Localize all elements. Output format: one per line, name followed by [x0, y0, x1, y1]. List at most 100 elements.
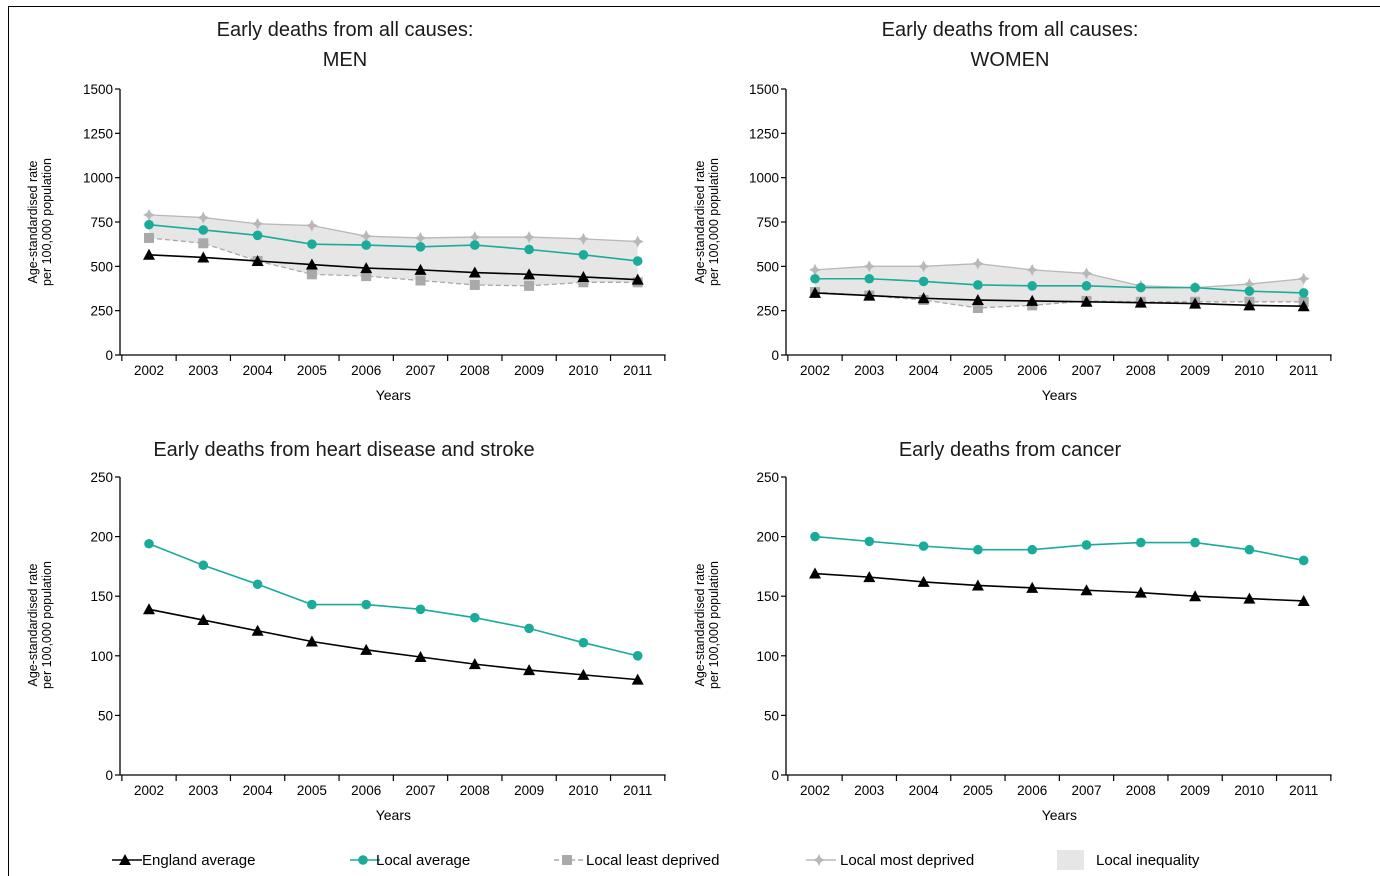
- legend-label: Local most deprived: [840, 852, 974, 869]
- data-point: [1134, 586, 1147, 598]
- y-tick-label: 1500: [83, 82, 113, 97]
- x-axis-label: Years: [376, 807, 411, 823]
- series-line-least: [814, 291, 1304, 309]
- y-tick-label: 250: [756, 470, 779, 485]
- data-point: [631, 235, 644, 248]
- y-tick-label: 1000: [749, 171, 779, 186]
- data-point: [197, 211, 210, 224]
- data-point: [578, 250, 589, 260]
- data-point: [1080, 584, 1093, 596]
- legend: England average Local average Local least …: [112, 850, 1200, 870]
- series-line-most: [148, 214, 638, 243]
- y-tick-label: 150: [90, 589, 113, 604]
- data-point: [631, 273, 644, 285]
- data-point: [971, 294, 984, 306]
- series-line-local: [148, 543, 638, 657]
- series-england: [809, 567, 1310, 606]
- chart-panel-2: Early deaths from all causes: WOMEN Age-st…: [693, 19, 1332, 403]
- series-line-local: [815, 277, 1304, 294]
- y-tick-label: 500: [90, 259, 113, 274]
- x-tick-label: 2010: [568, 363, 598, 378]
- data-point: [307, 599, 317, 610]
- legend-label: Local inequality: [1096, 852, 1200, 869]
- data-point: [917, 292, 930, 304]
- y-tick-label: 750: [90, 215, 113, 230]
- legend-marker: [119, 854, 131, 865]
- series-local: [144, 219, 643, 266]
- x-tick-label: 2005: [963, 363, 993, 378]
- data-point: [251, 255, 264, 267]
- data-point: [197, 614, 210, 626]
- data-point: [251, 624, 264, 636]
- data-point: [470, 612, 480, 623]
- figure-frame: [8, 6, 1380, 876]
- data-point: [1081, 281, 1092, 291]
- data-point: [577, 232, 590, 245]
- inequality-band: [149, 214, 638, 286]
- data-point: [251, 217, 264, 230]
- data-point: [1081, 540, 1092, 550]
- data-point: [1297, 594, 1310, 606]
- data-point: [809, 263, 821, 276]
- data-point: [305, 258, 318, 270]
- y-tick-label: 0: [771, 768, 779, 783]
- x-tick-label: 2002: [134, 363, 164, 378]
- y-tick-label: 250: [756, 304, 779, 319]
- series-local: [810, 531, 1309, 566]
- data-point: [306, 269, 317, 280]
- chart-title: Early deaths from all causes:: [217, 19, 474, 41]
- data-point: [1190, 282, 1200, 293]
- y-tick-label: 500: [756, 259, 779, 274]
- legend-marker: [562, 855, 572, 865]
- x-tick-label: 2005: [297, 783, 327, 798]
- data-point: [414, 263, 427, 275]
- data-point: [917, 260, 930, 273]
- legend-item-least: Local least deprived: [554, 852, 719, 869]
- x-tick-label: 2009: [514, 363, 544, 378]
- data-point: [305, 219, 318, 232]
- legend-label: England average: [142, 852, 255, 869]
- series-line-england: [814, 292, 1304, 308]
- data-point: [524, 244, 534, 255]
- y-axis-label: per 100,000 population: [40, 561, 54, 689]
- legend-item-band: Local inequality: [1057, 850, 1200, 870]
- data-point: [198, 238, 209, 249]
- data-point: [524, 280, 535, 291]
- data-point: [1027, 544, 1037, 555]
- data-point: [143, 248, 155, 260]
- data-point: [632, 256, 643, 266]
- x-tick-label: 2007: [405, 363, 435, 378]
- x-tick-label: 2011: [1289, 783, 1318, 798]
- data-point: [577, 270, 590, 282]
- data-point: [468, 658, 481, 670]
- y-axis-label: Age-standardised rate: [26, 563, 40, 686]
- data-point: [415, 604, 426, 615]
- x-tick-label: 2008: [1126, 363, 1156, 378]
- data-point: [523, 664, 536, 676]
- data-point: [1026, 581, 1039, 593]
- x-tick-label: 2006: [1017, 363, 1047, 378]
- data-point: [810, 531, 820, 542]
- x-tick-label: 2004: [243, 783, 274, 798]
- series-england: [809, 286, 1310, 312]
- series-england: [143, 603, 644, 685]
- series-line-england: [148, 608, 638, 681]
- data-point: [144, 219, 154, 230]
- x-tick-label: 2006: [1017, 783, 1047, 798]
- data-point: [863, 571, 876, 583]
- series-line-england: [148, 254, 638, 281]
- series-line-most: [814, 263, 1304, 289]
- x-tick-label: 2006: [351, 363, 381, 378]
- data-point: [972, 303, 983, 314]
- chart-title: MEN: [323, 49, 367, 71]
- legend-swatch: [1057, 850, 1084, 870]
- data-point: [971, 257, 984, 270]
- x-tick-label: 2011: [623, 783, 652, 798]
- data-point: [973, 280, 983, 290]
- data-point: [864, 536, 875, 547]
- data-point: [1134, 296, 1147, 308]
- data-point: [360, 262, 373, 274]
- data-point: [1189, 297, 1202, 309]
- data-point: [971, 579, 984, 591]
